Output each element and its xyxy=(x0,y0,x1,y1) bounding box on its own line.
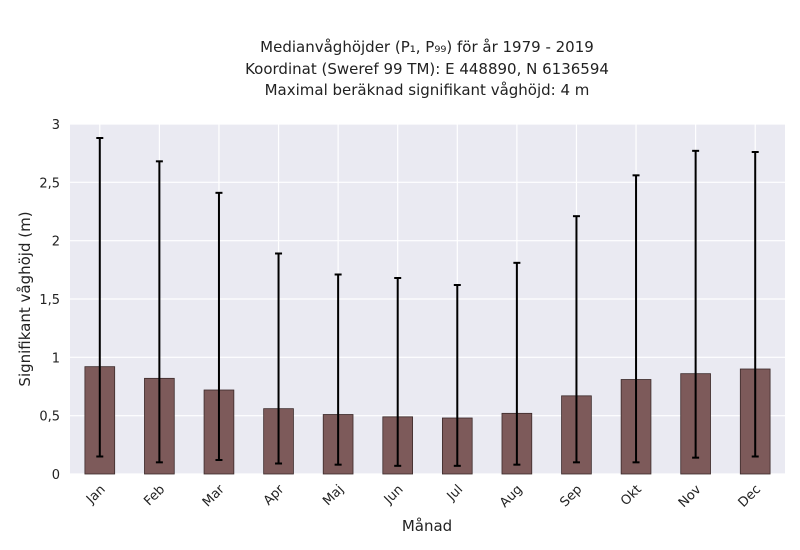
y-tick-label: 2,5 xyxy=(39,176,60,191)
x-axis-label: Månad xyxy=(402,517,452,535)
y-tick-label: 1 xyxy=(52,351,60,366)
chart-title: Medianvåghöjder (P₁, P₉₉) för år 1979 - … xyxy=(245,38,609,99)
y-tick-label: 1,5 xyxy=(39,293,60,308)
x-axis-ticks: Jan Feb Mar Apr Maj Jun Jul Aug Sep Okt Nov Dec xyxy=(83,482,764,511)
y-tick-label: 3 xyxy=(52,118,60,133)
y-tick-label: 0,5 xyxy=(39,410,60,425)
y-axis-label: Signifikant våghöjd (m) xyxy=(16,211,34,386)
x-tick-label: Dec xyxy=(736,482,764,510)
x-tick-label: Aug xyxy=(497,482,526,511)
x-tick-label: Sep xyxy=(557,482,585,510)
x-tick-label: Apr xyxy=(261,482,288,509)
x-tick-label: Jan xyxy=(83,482,108,507)
title-line-2: Koordinat (Sweref 99 TM): E 448890, N 61… xyxy=(245,60,609,78)
x-tick-label: Okt xyxy=(618,482,645,509)
x-tick-label: Nov xyxy=(676,482,705,511)
x-tick-label: Mar xyxy=(200,482,228,510)
error-bars xyxy=(96,137,759,467)
x-tick-label: Feb xyxy=(141,482,168,509)
y-axis-ticks: 0 0,5 1 1,5 2 2,5 3 xyxy=(39,118,60,483)
y-tick-label: 2 xyxy=(52,235,60,250)
x-tick-label: Jun xyxy=(381,482,407,508)
title-line-1: Medianvåghöjder (P₁, P₉₉) för år 1979 - … xyxy=(260,38,594,56)
y-tick-label: 0 xyxy=(52,468,60,483)
title-line-3: Maximal beräknad signifikant våghöjd: 4 … xyxy=(265,81,590,99)
x-tick-label: Jul xyxy=(444,482,466,504)
x-tick-label: Maj xyxy=(320,482,347,509)
